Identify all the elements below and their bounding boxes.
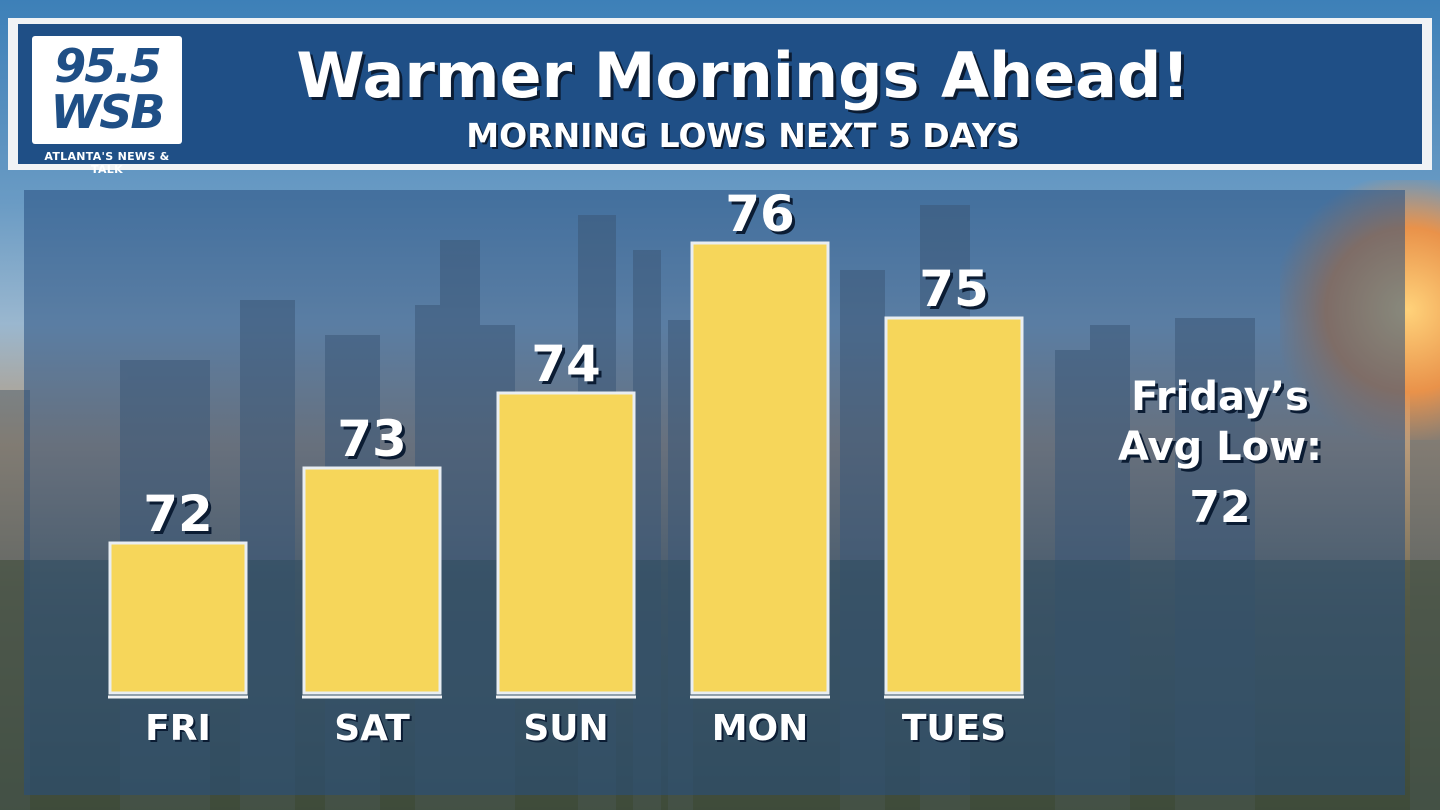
day-label: SAT (334, 708, 410, 749)
bar-value-shadow: 73 (340, 413, 410, 471)
logo-tagline: ATLANTA'S NEWS & TALK (44, 150, 170, 176)
avg-note-line1: Friday’s (1131, 374, 1309, 420)
page-title: Warmer Mornings Ahead! (296, 39, 1190, 112)
bar-value-label: 72 (143, 485, 213, 543)
bar-value-label: 74 (531, 335, 601, 393)
bar-value-shadow: 76 (728, 188, 798, 246)
header-bar: 95.5 WSB ATLANTA'S NEWS & TALK Warmer Mo… (8, 18, 1432, 176)
header-panel: 95.5 WSB ATLANTA'S NEWS & TALK Warmer Mo… (18, 24, 1422, 176)
day-label-shadow: SUN (525, 710, 610, 751)
bar-value-label: 73 (337, 410, 407, 468)
bar-value-shadow: 75 (922, 263, 992, 321)
logo-callsign: WSB (50, 85, 166, 139)
page-subtitle: MORNING LOWS NEXT 5 DAYS (466, 116, 1020, 155)
day-label-shadow: TUES (904, 710, 1008, 751)
day-label: SUN (523, 708, 608, 749)
bar-sat (302, 466, 442, 695)
day-label: MON (712, 708, 809, 749)
day-label: FRI (145, 708, 211, 749)
bar-value-shadow: 74 (534, 338, 604, 396)
bar-value-label: 76 (725, 185, 795, 243)
bar-tues (884, 316, 1024, 695)
day-label: TUES (902, 708, 1006, 749)
average-low-note: Friday’s Avg Low: 72 (1100, 372, 1340, 538)
day-label-shadow: FRI (147, 710, 213, 751)
bar-value-shadow: 72 (146, 488, 216, 546)
logo-frequency: 95.5 (54, 39, 162, 93)
bar-fri (108, 541, 248, 695)
bar-value-label: 75 (919, 260, 989, 318)
station-logo: 95.5 WSB (32, 36, 182, 144)
bar-sun (496, 391, 636, 695)
bar-mon (690, 241, 830, 695)
avg-note-value: 72 (1189, 482, 1251, 533)
day-label-shadow: MON (714, 710, 811, 751)
day-label-shadow: SAT (336, 710, 412, 751)
avg-note-line2: Avg Low: (1117, 424, 1323, 470)
